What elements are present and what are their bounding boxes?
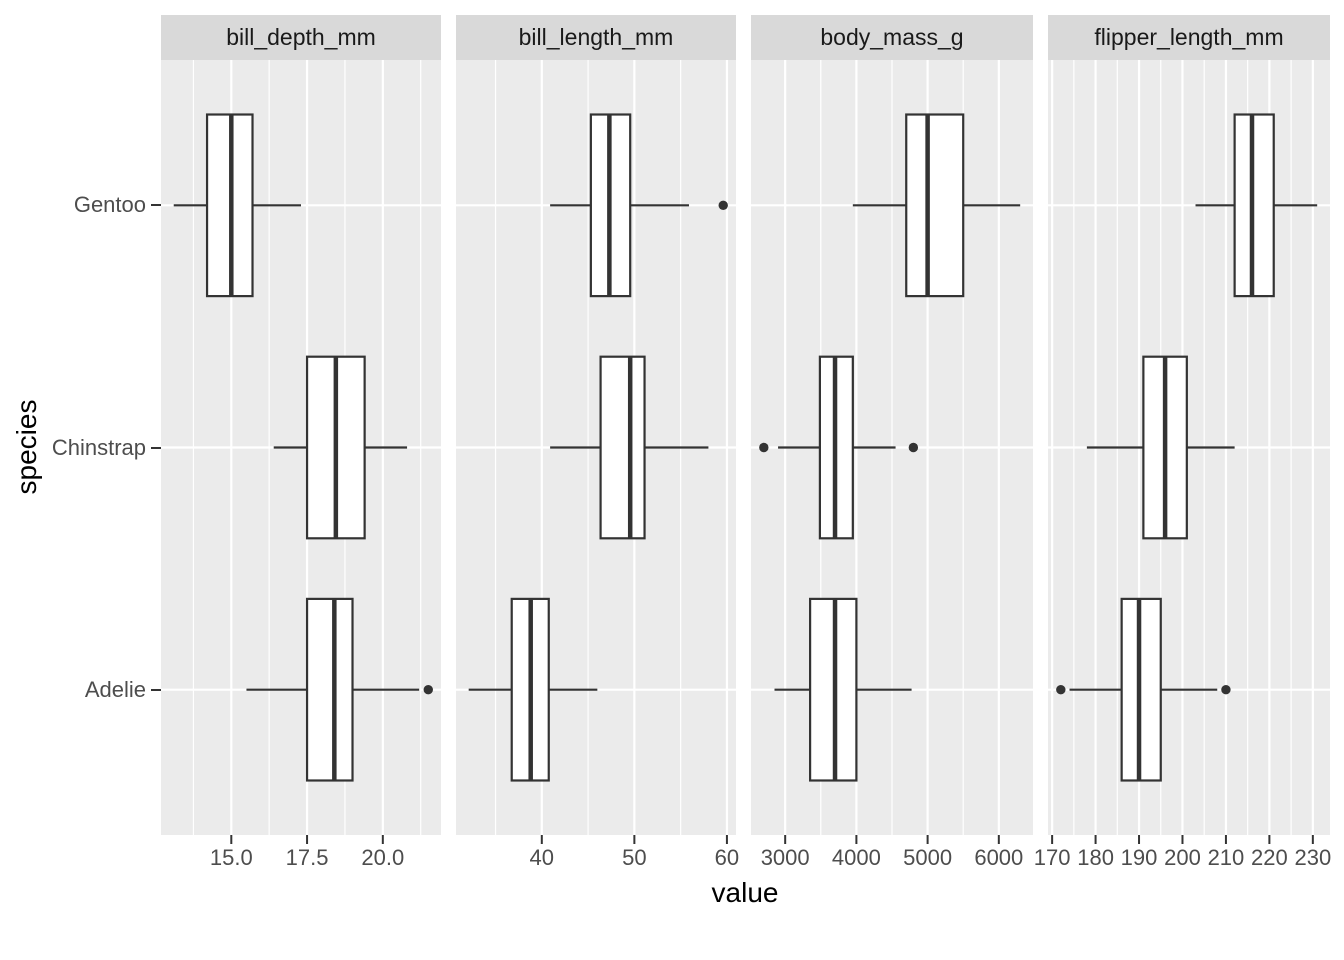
boxplot-adelie-body_mass_g bbox=[774, 597, 912, 782]
boxplot-chinstrap-flipper_length_mm bbox=[1086, 355, 1235, 540]
boxplot-adelie-bill_length_mm bbox=[468, 597, 598, 782]
facet-panel bbox=[1048, 60, 1330, 844]
facet-strip: flipper_length_mm bbox=[1048, 15, 1330, 60]
outlier-point bbox=[718, 200, 728, 211]
facet-panel bbox=[161, 60, 441, 844]
boxplot-gentoo-bill_depth_mm bbox=[173, 113, 301, 298]
facet-panel bbox=[456, 60, 736, 844]
x-tick-label: 200 bbox=[1164, 845, 1201, 870]
boxplot-chinstrap-body_mass_g bbox=[759, 355, 919, 540]
y-axis-tick bbox=[151, 446, 161, 449]
boxplot-adelie-flipper_length_mm bbox=[1056, 597, 1231, 782]
facet-strip: body_mass_g bbox=[751, 15, 1033, 60]
x-tick-label: 60 bbox=[714, 845, 740, 870]
boxplot-chinstrap-bill_length_mm bbox=[550, 355, 709, 540]
facet-panel bbox=[751, 60, 1033, 844]
outlier-point bbox=[1056, 684, 1066, 695]
outlier-point bbox=[759, 442, 769, 453]
x-tick-label: 210 bbox=[1207, 845, 1245, 870]
x-tick-label: 220 bbox=[1251, 845, 1288, 870]
x-tick-label: 230 bbox=[1294, 845, 1332, 870]
x-axis-title: value bbox=[711, 877, 779, 908]
x-tick-label: 17.5 bbox=[285, 845, 329, 870]
facet-strip-label: body_mass_g bbox=[820, 24, 964, 50]
boxplot-adelie-bill_depth_mm bbox=[246, 597, 433, 782]
x-tick-label: 180 bbox=[1077, 845, 1114, 870]
x-tick-label: 170 bbox=[1033, 845, 1071, 870]
facet-strip: bill_depth_mm bbox=[161, 15, 441, 60]
x-tick-label: 6000 bbox=[974, 845, 1024, 870]
boxplot-gentoo-flipper_length_mm bbox=[1195, 113, 1318, 298]
facet-strip: bill_length_mm bbox=[456, 15, 736, 60]
y-axis-tick bbox=[151, 688, 161, 691]
x-tick-label: 40 bbox=[529, 845, 555, 870]
x-tick-label: 3000 bbox=[760, 845, 810, 870]
x-tick-label: 15.0 bbox=[209, 845, 253, 870]
boxplot-chinstrap-bill_depth_mm bbox=[273, 355, 408, 540]
outlier-point bbox=[1221, 684, 1231, 695]
x-tick-label: 5000 bbox=[903, 845, 953, 870]
boxplot-gentoo-bill_length_mm bbox=[550, 113, 728, 298]
facet-strip-label: bill_length_mm bbox=[518, 24, 674, 50]
outlier-point bbox=[423, 684, 433, 695]
x-tick-label: 50 bbox=[622, 845, 647, 870]
x-tick-label: 4000 bbox=[831, 845, 881, 870]
boxplot-gentoo-body_mass_g bbox=[852, 113, 1021, 298]
facet-strip-label: bill_depth_mm bbox=[226, 24, 376, 50]
y-tick-label: Adelie bbox=[84, 676, 146, 702]
x-tick-label: 190 bbox=[1120, 845, 1158, 870]
outlier-point bbox=[908, 442, 919, 453]
x-tick-label: 20.0 bbox=[361, 845, 405, 870]
y-tick-label: Gentoo bbox=[73, 192, 146, 218]
y-tick-label: Chinstrap bbox=[51, 434, 146, 460]
facet-strip-label: flipper_length_mm bbox=[1094, 24, 1284, 50]
y-axis-tick bbox=[151, 204, 161, 207]
